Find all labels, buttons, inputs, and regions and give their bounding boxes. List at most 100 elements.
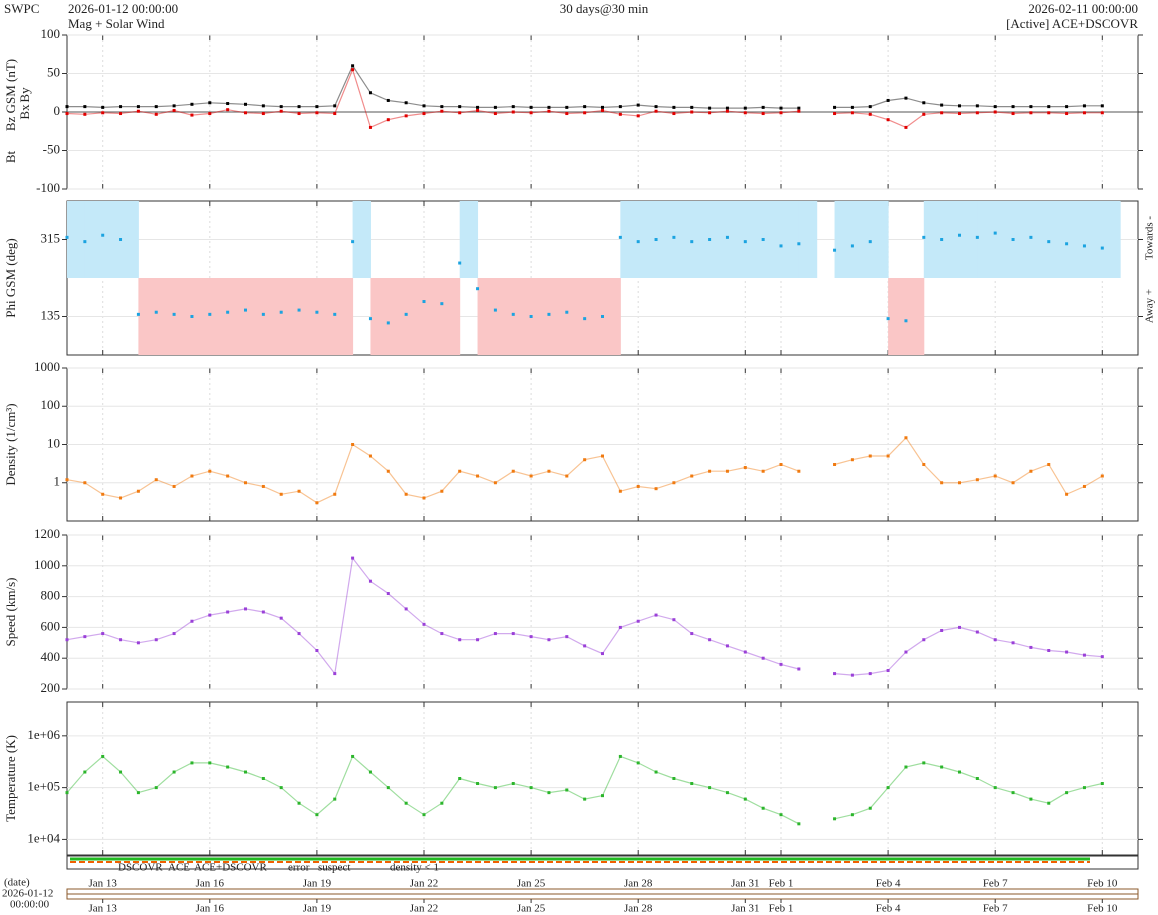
data-point (690, 474, 694, 478)
data-point (368, 317, 372, 321)
data-point (601, 794, 604, 798)
data-point (1029, 111, 1033, 115)
data-point (529, 105, 533, 109)
x-tick-label: Jan 28 (624, 878, 653, 890)
data-point (547, 109, 551, 113)
data-point (975, 630, 979, 634)
x-tick-label: Feb 4 (876, 878, 901, 890)
data-point (743, 466, 747, 470)
data-point (690, 632, 694, 636)
data-point (511, 782, 515, 786)
data-point (261, 104, 265, 108)
data-point (850, 673, 854, 677)
data-point (833, 112, 837, 116)
data-point (279, 310, 283, 314)
sector-band (995, 201, 1014, 278)
data-point (261, 484, 265, 488)
data-point (315, 111, 319, 115)
data-point (101, 492, 105, 496)
sector-band (620, 201, 639, 278)
data-point (476, 638, 480, 642)
data-point (618, 489, 622, 493)
data-point (547, 638, 551, 642)
data-point (958, 112, 961, 116)
data-point (386, 469, 390, 473)
data-point (1100, 246, 1104, 250)
data-point (850, 105, 854, 109)
data-point (708, 106, 712, 110)
data-point (333, 672, 337, 676)
sector-band (263, 278, 282, 355)
y-tick-label: 10 (47, 435, 60, 450)
sector-band (584, 278, 603, 355)
data-point (458, 261, 462, 265)
data-point (368, 579, 372, 583)
data-point (1011, 112, 1015, 116)
data-point (940, 628, 944, 632)
sector-band (905, 278, 925, 355)
sector-band (870, 201, 889, 278)
data-point (154, 105, 158, 109)
data-point (315, 813, 319, 817)
data-point (797, 109, 801, 113)
data-point (547, 312, 551, 316)
data-point (940, 103, 944, 107)
data-point (422, 622, 426, 626)
data-point (975, 478, 979, 482)
data-point (351, 240, 355, 244)
data-point (690, 240, 694, 244)
data-point (493, 308, 497, 312)
data-point (190, 102, 194, 106)
data-point (529, 786, 533, 790)
data-point (940, 765, 944, 769)
y-tick-label: 600 (41, 618, 61, 633)
data-point (922, 761, 926, 765)
data-point (351, 68, 355, 72)
x-tick-label: Feb 7 (983, 878, 1008, 890)
data-point (226, 765, 230, 769)
sector-band (673, 201, 693, 278)
data-point (761, 469, 765, 473)
data-point (886, 317, 890, 321)
sector-band (709, 201, 728, 278)
data-point (65, 638, 69, 642)
data-point (244, 102, 247, 106)
data-point (922, 463, 926, 467)
data-point (975, 111, 979, 115)
data-point (565, 474, 569, 478)
data-point (1100, 474, 1104, 478)
data-point (654, 613, 658, 617)
data-point (958, 481, 961, 485)
data-point (922, 112, 926, 116)
data-point (351, 443, 355, 446)
data-point (975, 777, 979, 780)
data-point (226, 474, 230, 478)
data-point (761, 656, 765, 660)
data-point (904, 650, 908, 654)
data-point (261, 610, 265, 614)
x-tick-label: Jan 13 (88, 878, 117, 890)
data-point (654, 238, 658, 241)
sector-band (67, 201, 86, 278)
data-point (297, 105, 301, 109)
data-point (351, 754, 355, 758)
data-point (1047, 649, 1051, 652)
data-point (672, 112, 676, 116)
data-point (101, 111, 105, 115)
data-point (83, 105, 87, 109)
data-point (386, 98, 390, 102)
sector-band (798, 201, 818, 278)
data-point (850, 813, 854, 817)
data-point (1029, 105, 1033, 109)
x-tick-label: Jan 16 (196, 878, 225, 890)
sector-band (227, 278, 246, 355)
sector-band (781, 201, 800, 278)
data-point (297, 308, 301, 312)
data-point (404, 101, 408, 105)
date-label: (date) (4, 877, 30, 889)
sector-band (495, 278, 514, 355)
x-tick-label: Jan 31 (731, 878, 759, 890)
data-point (833, 817, 837, 821)
data-point (725, 791, 729, 795)
data-point (119, 496, 123, 500)
